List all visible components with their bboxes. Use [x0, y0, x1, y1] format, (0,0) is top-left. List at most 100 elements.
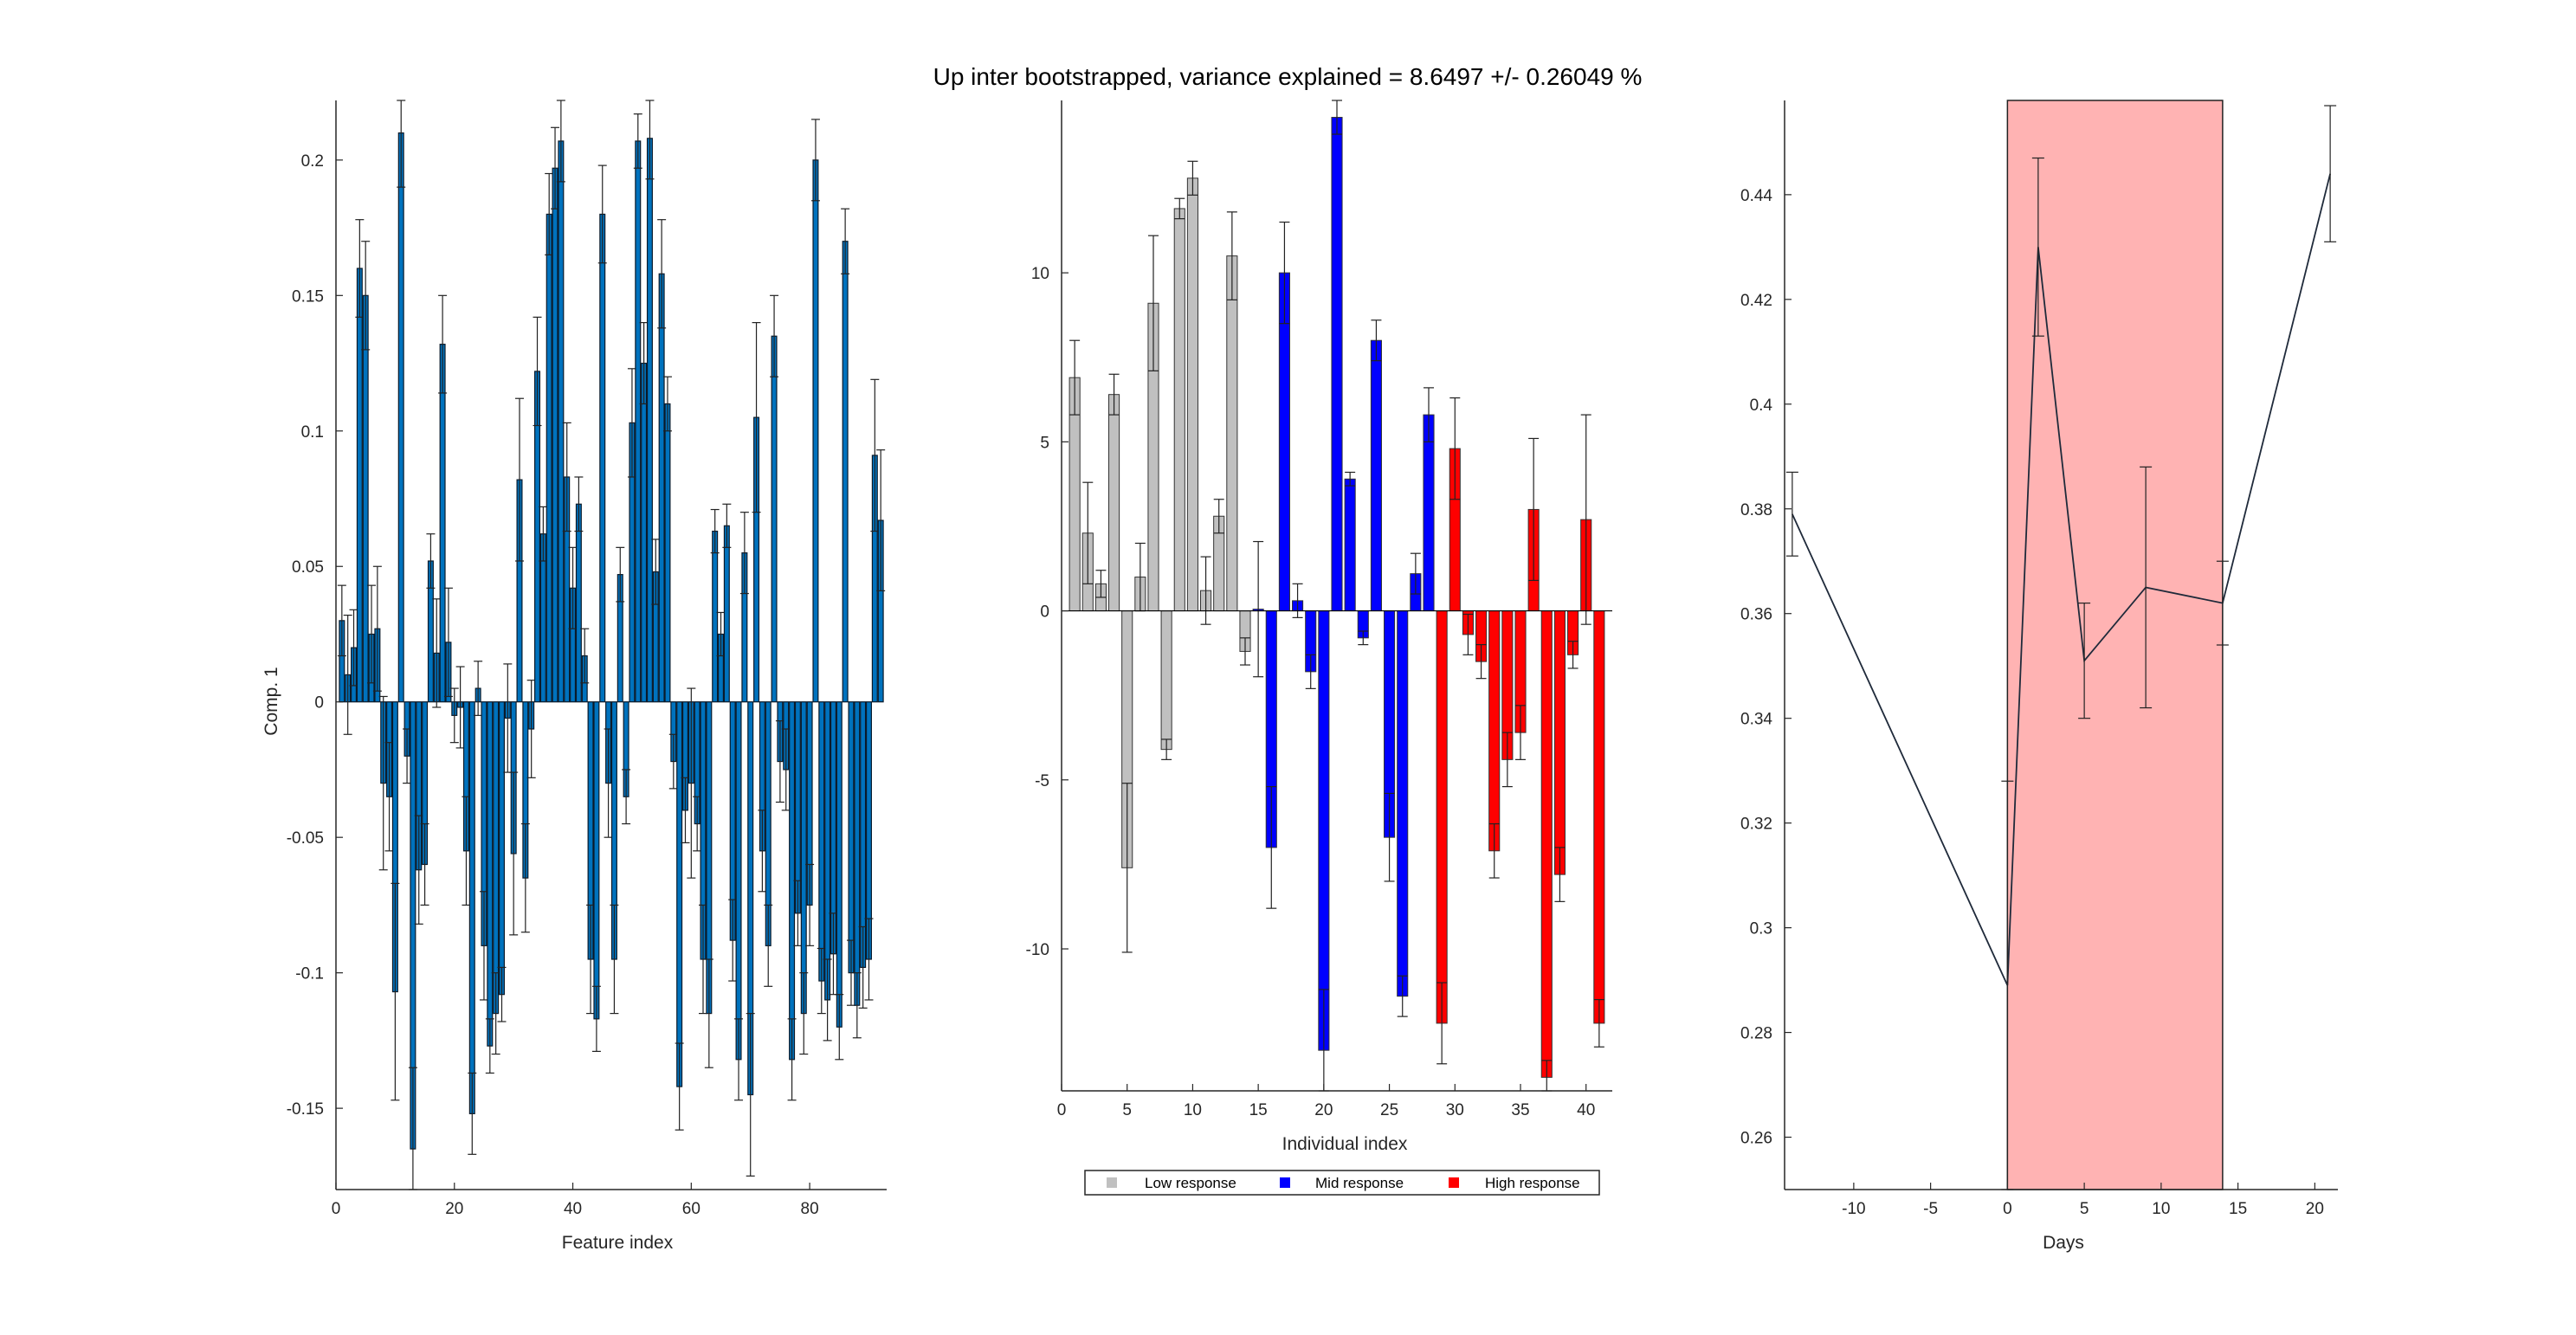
legend-label-low: Low response	[1145, 1175, 1236, 1191]
feature-bar	[735, 701, 742, 1061]
individual-bar-low	[1173, 208, 1185, 612]
panel3-y-tick-label: 0.3	[1750, 920, 1772, 938]
feature-bar	[575, 503, 582, 703]
panel2-x-tick-label: 0	[1057, 1101, 1067, 1119]
feature-bar	[487, 701, 494, 1047]
feature-bar	[842, 241, 849, 703]
panel1-y-tick-label: 0.2	[301, 152, 324, 171]
individual-bar-high	[1553, 610, 1566, 875]
individual-bar-high	[1488, 610, 1501, 852]
panel3-y-tick-label: 0.36	[1740, 606, 1772, 624]
individual-bar-low	[1186, 177, 1198, 612]
panel2-x-tick-label: 25	[1380, 1101, 1398, 1119]
panel3-x-tick-label: 20	[2306, 1200, 2324, 1218]
panel1-y-tick-label: -0.1	[295, 965, 324, 984]
panel1-x-tick-label: 60	[682, 1200, 700, 1218]
feature-bar	[558, 140, 565, 703]
individual-bar-mid	[1423, 414, 1435, 612]
feature-bar	[712, 530, 719, 703]
panel3-x-tick-label: -5	[1923, 1200, 1938, 1218]
panel3-y-tick-label: 0.28	[1740, 1025, 1772, 1043]
feature-bar	[439, 344, 446, 703]
individual-bar-high	[1540, 610, 1553, 1078]
feature-bar	[812, 159, 819, 703]
figure-title: Up inter bootstrapped, variance explaine…	[933, 63, 1643, 90]
panel1-y-tick-label: 0.05	[292, 558, 324, 577]
panel3-x-tick-label: 10	[2152, 1200, 2170, 1218]
panel1-ylabel: Comp. 1	[261, 667, 281, 735]
feature-bar	[658, 273, 665, 703]
feature-bar	[635, 140, 642, 703]
feature-bar	[599, 213, 606, 703]
panel2-y-tick-label: 10	[1031, 265, 1049, 283]
panel1-xlabel: Feature index	[562, 1233, 674, 1253]
feature-bar	[593, 701, 600, 1020]
feature-bar	[800, 701, 807, 1015]
individual-bar-mid	[1397, 610, 1409, 997]
individual-bar-mid	[1370, 339, 1382, 612]
feature-bar	[664, 403, 671, 703]
feature-bar	[723, 525, 730, 703]
feature-bar	[546, 213, 552, 703]
feature-loading-panel: Feature index Comp. 1 0 20 40 60 80 0.2 0.15 0.…	[261, 100, 887, 1253]
legend-swatch-low	[1107, 1177, 1117, 1188]
individual-bar-mid	[1331, 117, 1343, 612]
panel3-y-tick-label: 0.4	[1750, 397, 1773, 415]
individual-scores-panel: Individual index 0 5 10 15 20 25 30 35 40 10 5 0 -5 -…	[1026, 100, 1612, 1154]
feature-bar	[362, 294, 369, 703]
individual-bar-high	[1593, 610, 1605, 1024]
panel3-xlabel: Days	[2043, 1233, 2084, 1253]
panel1-y-tick-label: -0.15	[287, 1100, 324, 1119]
panel3-x-tick-label: 5	[2080, 1200, 2089, 1218]
panel3-x-tick-label: 0	[2003, 1200, 2012, 1218]
panel1-y-tick-label: 0	[314, 694, 324, 713]
feature-bar	[397, 132, 404, 703]
panel3-y-tick-label: 0.38	[1740, 501, 1772, 519]
feature-bar	[836, 701, 843, 1028]
panel2-x-tick-label: 15	[1249, 1101, 1268, 1119]
panel2-x-tick-label: 30	[1446, 1101, 1464, 1119]
feature-bar	[848, 701, 855, 974]
panel2-x-tick-label: 10	[1184, 1101, 1202, 1119]
response-legend: Low response Mid response High response	[1084, 1170, 1600, 1196]
panel3-y-tick-label: 0.42	[1740, 292, 1772, 310]
individual-bar-low	[1160, 610, 1172, 751]
panel3-y-tick-label: 0.44	[1740, 187, 1772, 205]
panel1-x-tick-label: 20	[445, 1200, 463, 1218]
feature-bar	[468, 701, 475, 1114]
feature-bar	[641, 362, 648, 703]
panel3-y-tick-label: 0.32	[1740, 816, 1772, 834]
panel1-x-tick-label: 0	[332, 1200, 341, 1218]
individual-bar-high	[1436, 610, 1448, 1024]
feature-bar	[676, 701, 683, 1087]
panel3-x-tick-label: -10	[1842, 1200, 1865, 1218]
panel3-x-tick-label: 15	[2229, 1200, 2247, 1218]
individual-bar-mid	[1344, 478, 1356, 612]
feature-bar	[356, 268, 363, 703]
feature-bar	[818, 701, 825, 982]
panel2-x-tick-label: 5	[1122, 1101, 1132, 1119]
feature-bar	[646, 138, 653, 703]
individual-bar-low	[1226, 255, 1238, 612]
panel2-y-tick-label: -10	[1026, 941, 1049, 959]
timecourse-panel: Days -10 -5 0 5 10 15 20 0.44 0.42 0.4 0.38 0.36 0.3…	[1740, 100, 2338, 1253]
panel1-y-tick-label: 0.15	[292, 287, 324, 306]
feature-bar	[498, 701, 505, 996]
panel2-xlabel: Individual index	[1282, 1134, 1408, 1154]
panel2-x-tick-label: 20	[1314, 1101, 1333, 1119]
panel1-y-tick-label: 0.1	[301, 423, 324, 442]
panel2-y-tick-label: 5	[1040, 434, 1049, 452]
legend-label-high: High response	[1485, 1175, 1580, 1191]
legend-swatch-high	[1449, 1177, 1459, 1188]
feature-bar	[854, 701, 861, 1006]
individual-bar-low	[1108, 394, 1120, 612]
feature-bar	[493, 701, 500, 1015]
panel2-y-tick-label: 0	[1040, 603, 1049, 622]
panel1-y-tick-label: -0.05	[287, 829, 324, 848]
panel2-x-tick-label: 40	[1577, 1101, 1595, 1119]
feature-bar	[552, 167, 558, 703]
feature-bar	[824, 701, 831, 1001]
legend-label-mid: Mid response	[1315, 1175, 1404, 1191]
treatment-period-shading	[2006, 100, 2224, 1190]
